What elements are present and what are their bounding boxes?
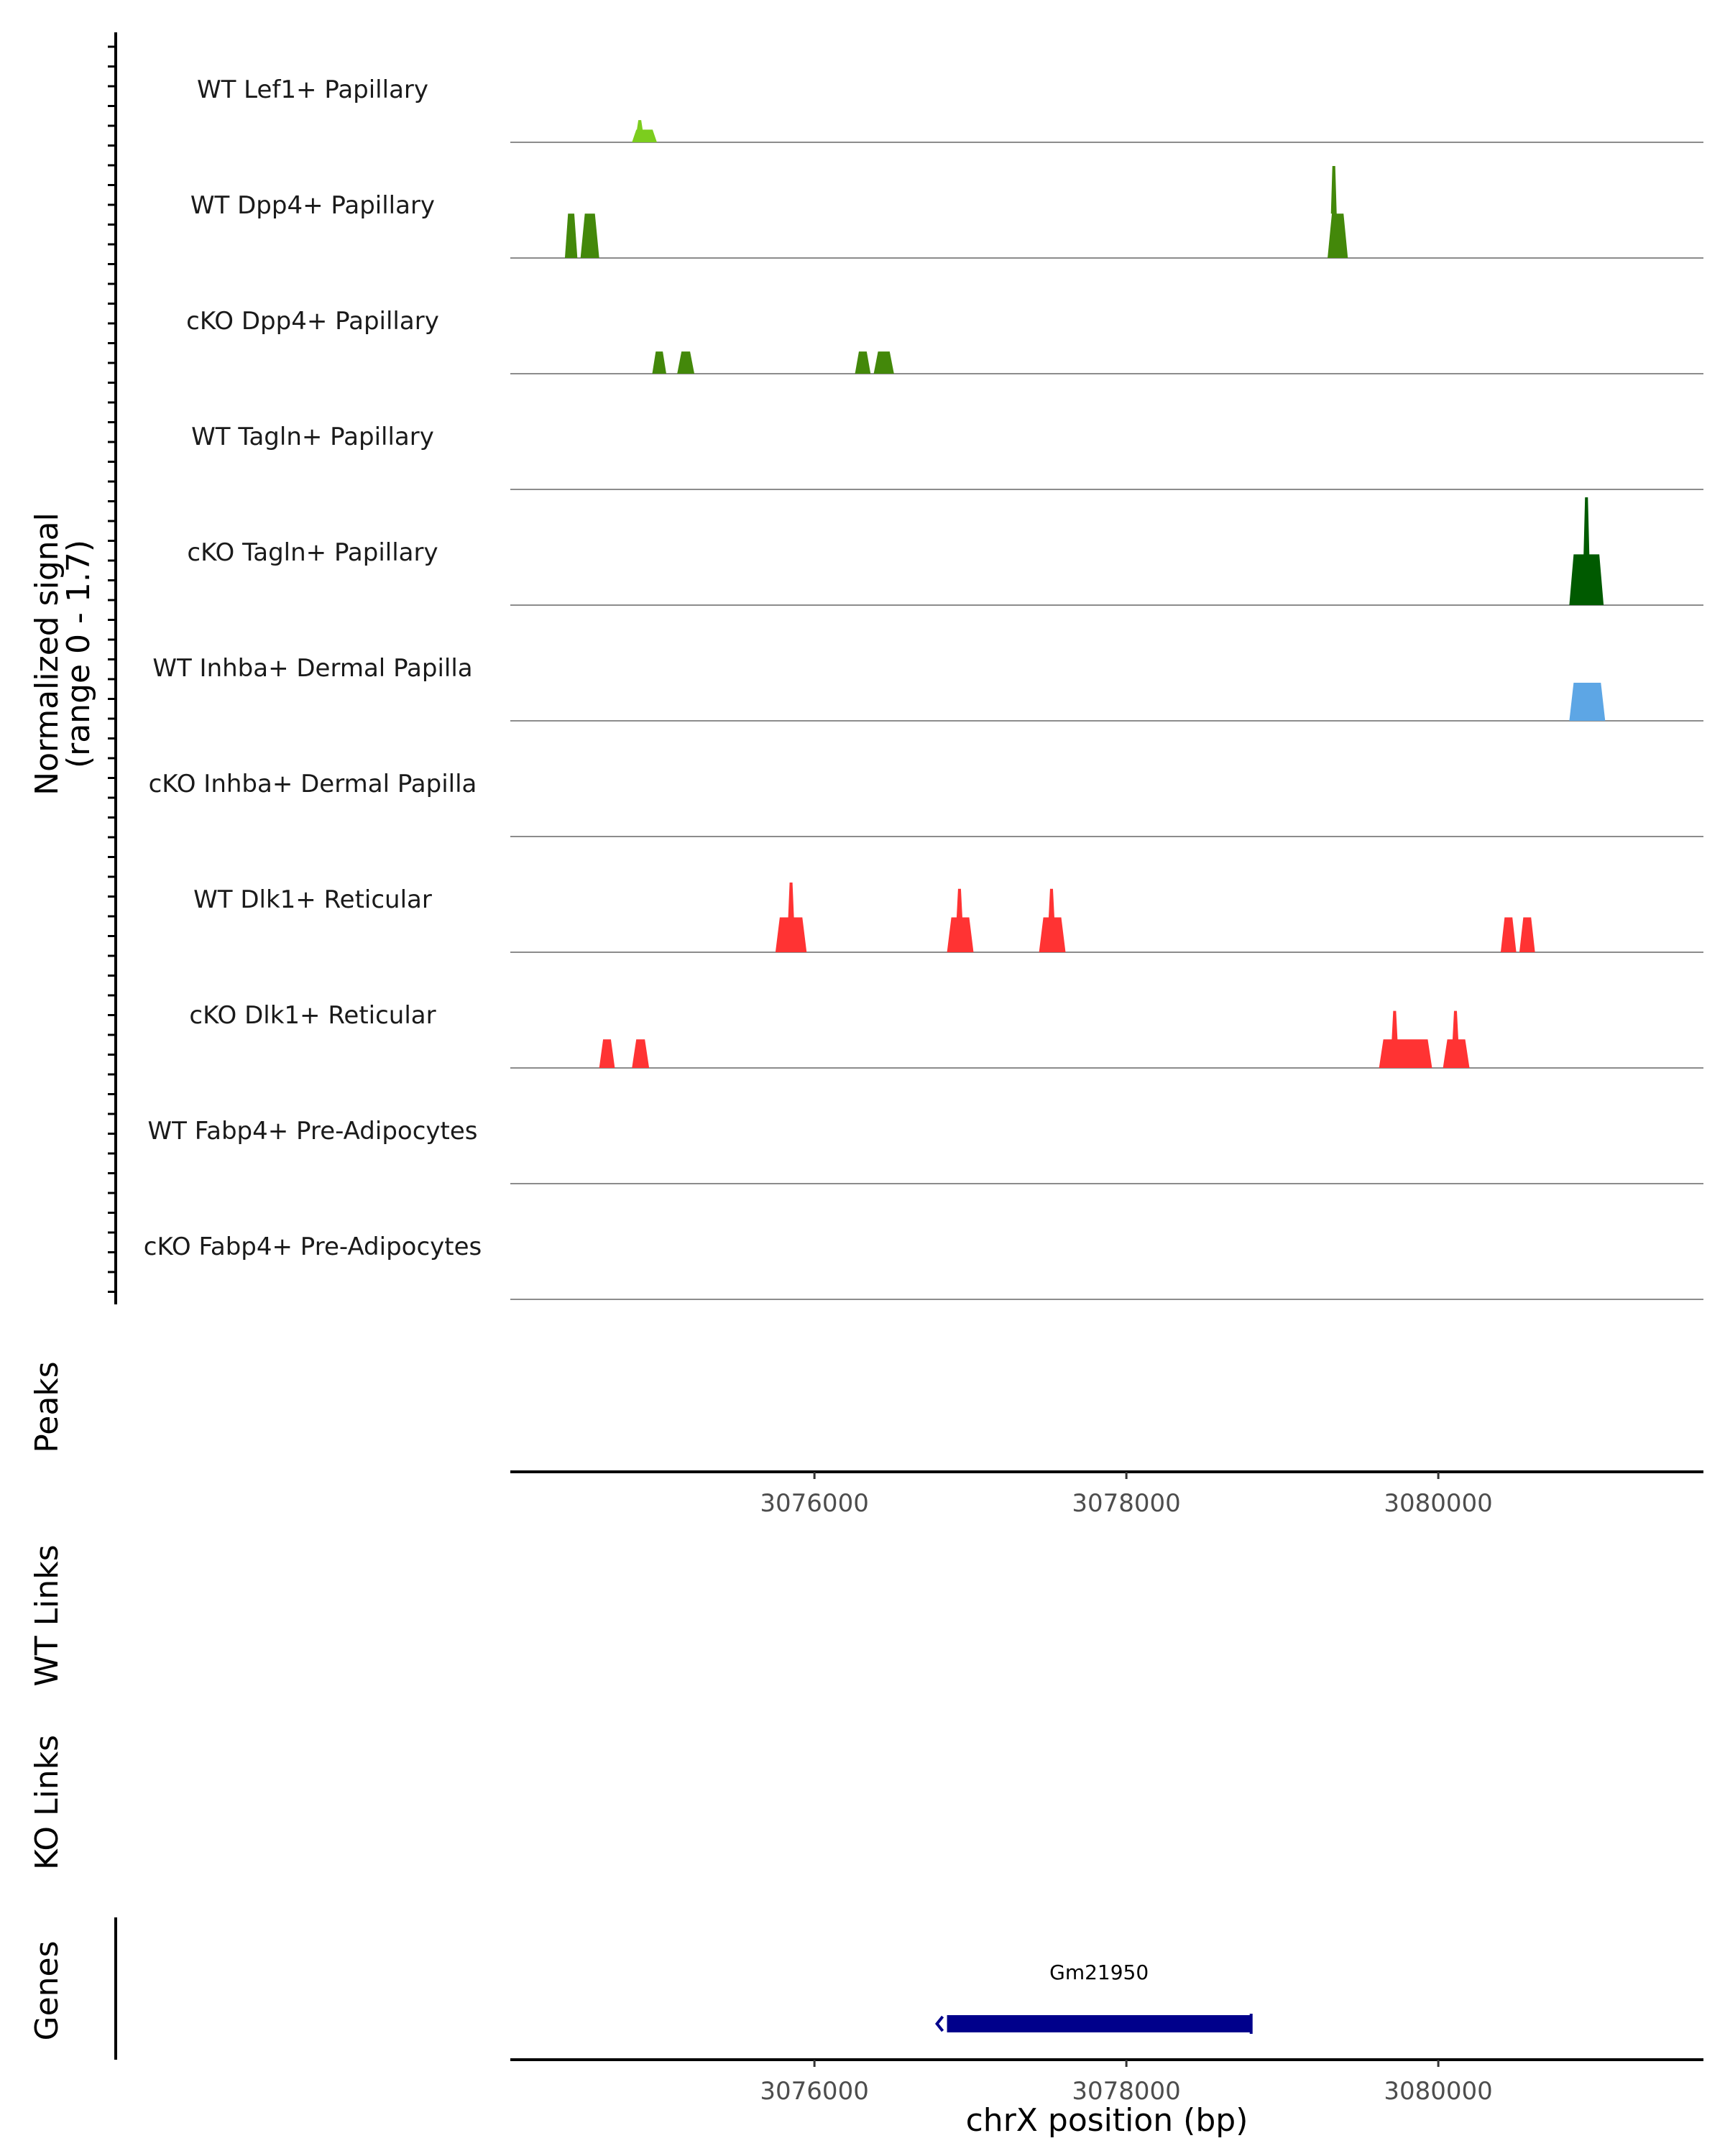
track-label: WT Dlk1+ Reticular <box>193 885 432 914</box>
peaks-panel-label: Peaks <box>29 1361 65 1452</box>
coverage-peak <box>1569 683 1606 721</box>
coverage-peak <box>1379 1010 1432 1068</box>
track-label: cKO Inhba+ Dermal Papilla <box>149 770 477 798</box>
y-axis-title: Normalized signal(range 0 - 1.7) <box>29 512 97 796</box>
x-tick-label: 3080000 <box>1384 1489 1492 1518</box>
coverage-peak <box>947 888 974 952</box>
track-5: WT Inhba+ Dermal Papilla <box>152 654 1703 722</box>
track-label: cKO Dpp4+ Papillary <box>186 307 439 336</box>
x-axis-title: chrX position (bp) <box>966 2102 1248 2139</box>
coverage-peak <box>564 213 578 258</box>
track-2: cKO Dpp4+ Papillary <box>186 307 1703 374</box>
track-8: cKO Dlk1+ Reticular <box>189 1001 1703 1069</box>
x-tick-label: 3078000 <box>1072 2077 1180 2106</box>
coverage-tracks: WT Lef1+ Papillary WT Dpp4+ Papillary cKO … <box>144 75 1703 1300</box>
track-6: cKO Inhba+ Dermal Papilla <box>149 770 1703 837</box>
gene-body <box>947 2015 1251 2032</box>
coverage-peak <box>855 351 871 374</box>
coverage-peak <box>632 120 657 142</box>
track-7: WT Dlk1+ Reticular <box>193 882 1703 953</box>
gene-annotation: Gm21950 <box>935 1961 1253 2034</box>
coverage-peak <box>873 351 894 374</box>
wt-links-panel-label: WT Links <box>29 1544 65 1686</box>
track-label: WT Inhba+ Dermal Papilla <box>152 654 472 683</box>
track-4: cKO Tagln+ Papillary <box>187 497 1703 606</box>
track-1: WT Dpp4+ Papillary <box>190 166 1703 259</box>
coverage-peak <box>1569 497 1604 605</box>
track-label: WT Dpp4+ Papillary <box>190 191 435 220</box>
coverage-peak <box>632 1039 650 1068</box>
coverage-peak <box>599 1039 615 1068</box>
y-axis-title-line1: Normalized signal <box>29 512 65 796</box>
coverage-peak <box>1039 888 1066 952</box>
coverage-peak <box>580 213 599 258</box>
x-tick-label: 3078000 <box>1072 1489 1180 1518</box>
peaks-x-axis: 3076000 3078000 3080000 <box>510 1470 1703 1518</box>
track-9: WT Fabp4+ Pre-Adipocytes <box>148 1117 1703 1184</box>
coverage-peak <box>775 882 807 952</box>
gene-name-label: Gm21950 <box>1049 1961 1149 1984</box>
ko-links-panel-label: KO Links <box>29 1735 65 1870</box>
track-3: WT Tagln+ Papillary <box>191 423 1703 490</box>
track-label: WT Tagln+ Papillary <box>191 423 434 451</box>
track-label: cKO Fabp4+ Pre-Adipocytes <box>144 1233 482 1261</box>
coverage-peak <box>652 351 666 374</box>
genes-x-axis: 3076000 3078000 3080000 <box>510 2058 1703 2106</box>
track-label: cKO Dlk1+ Reticular <box>189 1001 436 1030</box>
track-10: cKO Fabp4+ Pre-Adipocytes <box>144 1233 1703 1300</box>
coverage-peak <box>1500 917 1517 952</box>
track-label: WT Lef1+ Papillary <box>197 75 428 104</box>
strand-arrow <box>935 2015 944 2032</box>
genes-panel-label: Genes <box>29 1940 65 2040</box>
coverage-peak <box>677 351 695 374</box>
track-0: WT Lef1+ Papillary <box>197 75 1703 143</box>
coverage-peak <box>1443 1010 1470 1068</box>
track-label: cKO Tagln+ Papillary <box>187 538 438 567</box>
track-label: WT Fabp4+ Pre-Adipocytes <box>148 1117 478 1146</box>
coverage-peak <box>1519 917 1535 952</box>
signal-axis <box>108 32 117 1304</box>
x-tick-label: 3076000 <box>760 2077 868 2106</box>
x-tick-label: 3080000 <box>1384 2077 1492 2106</box>
coverage-peak <box>1328 166 1348 258</box>
y-axis-title-line2: (range 0 - 1.7) <box>60 540 97 768</box>
x-tick-label: 3076000 <box>760 1489 868 1518</box>
